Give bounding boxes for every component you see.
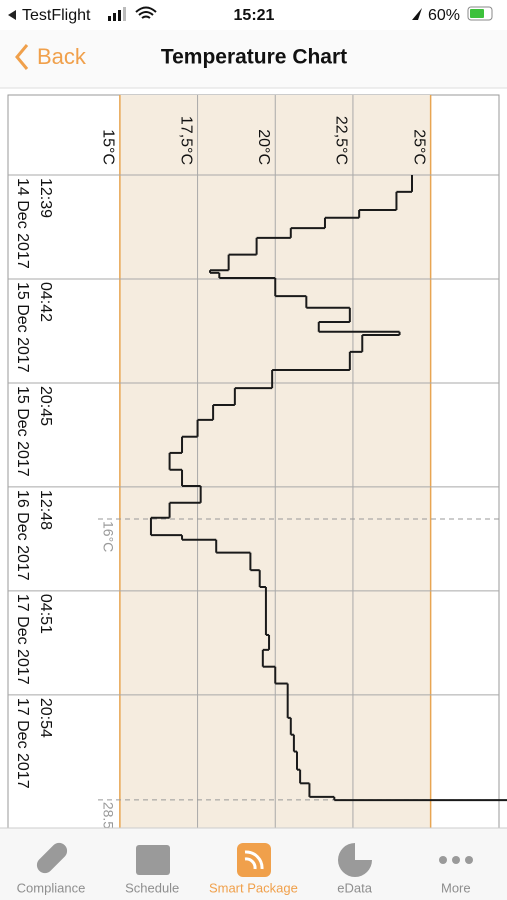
nav-title: Temperature Chart	[161, 46, 347, 69]
location-icon	[412, 8, 422, 20]
x-tick-label: 04:42	[37, 282, 54, 322]
x-tick-label: 20:45	[37, 386, 54, 426]
tab-label[interactable]: Compliance	[17, 880, 86, 895]
y-tick-label: 22,5°C	[333, 116, 350, 165]
tab-label[interactable]: Schedule	[125, 880, 179, 895]
tab-label[interactable]: Smart Package	[209, 880, 298, 895]
battery-icon	[467, 6, 493, 21]
status-bar: TestFlight 15:21 60%	[8, 6, 493, 24]
status-time: 15:21	[234, 7, 275, 24]
signal-icon	[108, 7, 126, 21]
status-battery: 60%	[428, 7, 460, 24]
y-tick-label: 15°C	[100, 129, 117, 165]
rss-glyph	[244, 850, 264, 870]
schedule-icon[interactable]	[136, 845, 170, 875]
tab-bar: Compliance Schedule Smart Package eData More	[0, 827, 507, 900]
back-button[interactable]: Back	[37, 44, 87, 69]
y-tick-label: 25°C	[410, 129, 427, 165]
edata-icon[interactable]	[338, 843, 372, 877]
x-tick-date: 17 Dec 2017	[14, 594, 31, 685]
battery-level	[470, 9, 484, 18]
x-tick-date: 17 Dec 2017	[14, 698, 31, 789]
x-tick-date: 15 Dec 2017	[14, 282, 31, 373]
annotation-label: 16°C	[100, 521, 116, 552]
compliance-icon[interactable]	[34, 840, 71, 877]
chart: 15°C 17,5°C 20°C 22,5°C 25°C 12:39 14 Dec 2017…	[7, 94, 507, 845]
smart-package-icon[interactable]	[237, 843, 271, 877]
x-tick-date: 16 Dec 2017	[14, 490, 31, 581]
tab-label[interactable]: More	[441, 880, 471, 895]
x-tick-label: 20:54	[37, 698, 54, 738]
back-chevron[interactable]	[15, 44, 29, 70]
status-carrier: TestFlight	[22, 7, 91, 24]
x-tick-date: 14 Dec 2017	[14, 178, 31, 269]
back-to-app-icon[interactable]	[8, 10, 16, 20]
y-tick-label: 17,5°C	[177, 116, 194, 165]
more-icon[interactable]	[439, 856, 447, 864]
nav-bar	[0, 30, 507, 88]
x-tick-label: 12:39	[37, 178, 54, 218]
x-tick-date: 15 Dec 2017	[14, 386, 31, 477]
x-tick-label: 12:48	[37, 490, 54, 530]
wifi-icon	[135, 6, 157, 19]
tab-label[interactable]: eData	[337, 880, 372, 895]
y-tick-label: 20°C	[255, 129, 272, 165]
x-tick-label: 04:51	[37, 594, 54, 634]
